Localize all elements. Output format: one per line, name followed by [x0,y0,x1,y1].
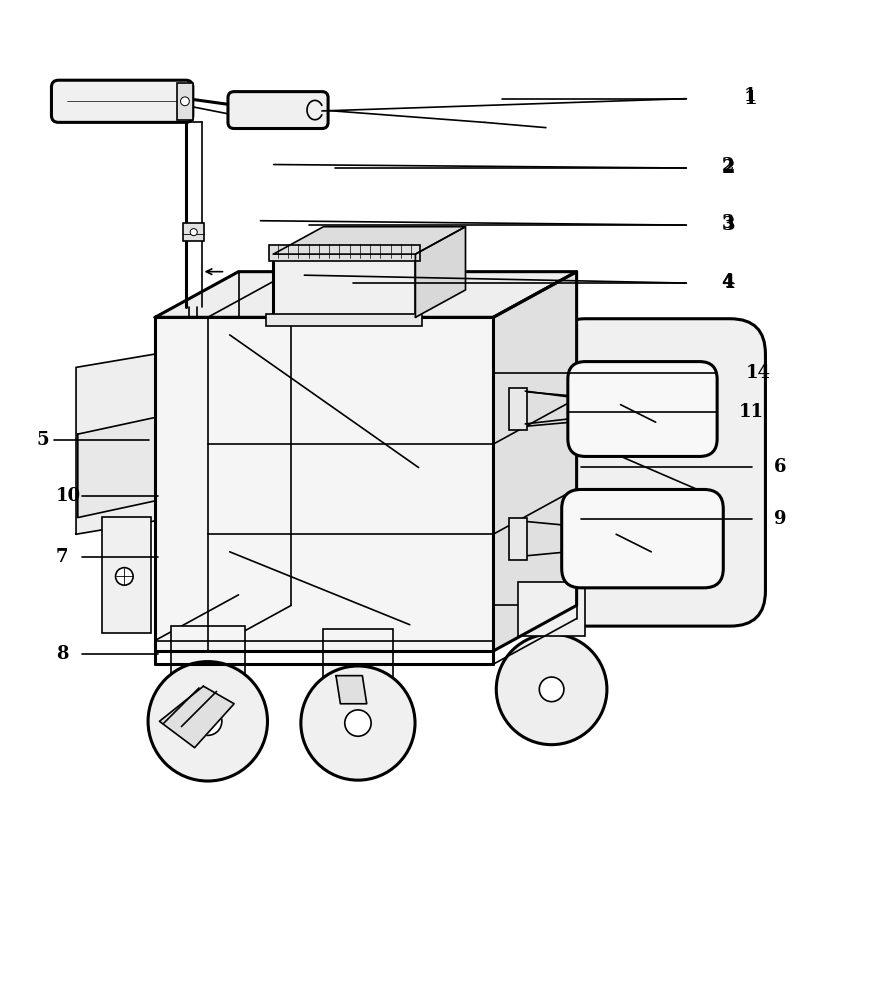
Polygon shape [76,354,155,534]
Circle shape [181,97,189,106]
Text: 3: 3 [722,216,735,234]
FancyBboxPatch shape [551,319,766,626]
Text: 2: 2 [722,159,735,177]
Text: 6: 6 [774,458,787,476]
Text: 11: 11 [739,403,764,421]
Bar [171,626,245,686]
Polygon shape [336,676,366,704]
Bar [509,518,527,560]
FancyBboxPatch shape [562,489,723,588]
Text: 3: 3 [722,214,734,232]
Bar [322,629,393,686]
Polygon shape [155,317,493,651]
Bar [177,83,193,120]
Circle shape [496,634,607,745]
Circle shape [194,707,222,735]
Bar [518,582,585,636]
Polygon shape [159,686,234,748]
FancyBboxPatch shape [568,362,717,456]
Text: 8: 8 [56,645,69,663]
Text: 5: 5 [36,431,49,449]
Bar [273,254,416,317]
Text: 14: 14 [746,364,771,382]
Bar [102,517,151,633]
Bar [269,245,420,261]
Text: 4: 4 [722,274,735,292]
Bar [509,388,527,430]
Bar [266,314,423,326]
Text: 1: 1 [744,87,756,105]
Text: 2: 2 [722,157,734,175]
Circle shape [115,568,133,585]
Polygon shape [78,417,155,518]
Polygon shape [273,227,465,254]
Text: 9: 9 [774,510,787,528]
Text: 4: 4 [722,273,734,291]
FancyBboxPatch shape [51,80,193,122]
Text: 1: 1 [744,90,758,108]
Polygon shape [416,227,465,317]
Text: 10: 10 [56,487,81,505]
Polygon shape [155,272,577,317]
Circle shape [190,229,197,236]
Circle shape [539,677,564,702]
Circle shape [301,666,415,780]
Text: 7: 7 [56,548,69,566]
Circle shape [148,662,268,781]
FancyBboxPatch shape [228,92,328,129]
Circle shape [344,710,371,736]
Polygon shape [493,272,577,651]
Bar [183,223,204,241]
